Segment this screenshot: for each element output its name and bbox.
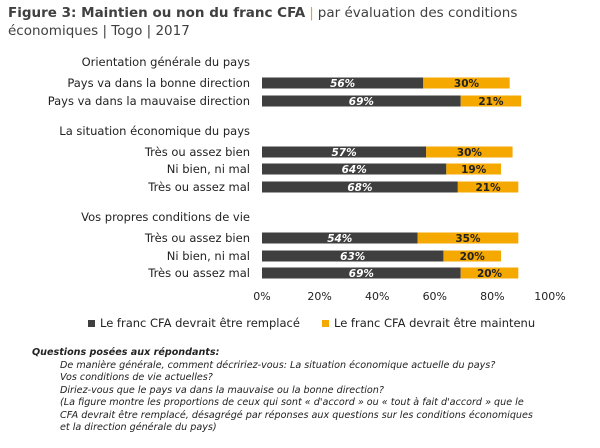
data-label-maintained: 35%: [455, 233, 481, 245]
legend-swatch-replaced: [88, 319, 95, 327]
group-heading: Vos propres conditions de vie: [81, 210, 250, 224]
legend-swatch-maintained: [322, 319, 329, 327]
data-label-maintained: 21%: [476, 182, 502, 194]
notes-line: et la direction générale du pays): [60, 422, 217, 433]
notes-heading: Questions posées aux répondants:: [32, 347, 220, 358]
bar-maintained: [457, 181, 519, 193]
category-label: Ni bien, ni mal: [167, 162, 250, 176]
data-label-replaced: 68%: [347, 182, 372, 194]
legend-label-replaced: Le franc CFA devrait être remplacé: [100, 316, 300, 330]
data-label-replaced: 63%: [340, 251, 365, 263]
x-tick-label: 60%: [423, 290, 447, 303]
notes-line: Diriez-vous que le pays va dans la mauva…: [60, 384, 384, 396]
data-label-maintained: 19%: [461, 164, 487, 176]
data-label-replaced: 54%: [327, 233, 352, 245]
data-label-replaced: 57%: [332, 147, 357, 159]
bar-replaced: [262, 95, 461, 107]
bar-maintained: [423, 77, 510, 89]
x-tick-label: 80%: [480, 290, 504, 303]
x-tick-label: 0%: [253, 290, 270, 303]
category-label: Très ou assez bien: [144, 231, 250, 245]
x-tick-label: 40%: [365, 290, 389, 303]
data-label-replaced: 64%: [342, 164, 367, 176]
category-label: Très ou assez bien: [144, 145, 250, 159]
bar-maintained: [443, 250, 502, 262]
bar-maintained: [460, 267, 519, 279]
notes-line: De manière générale, comment décririez-v…: [60, 359, 496, 371]
data-label-maintained: 20%: [460, 251, 486, 263]
group-heading: Orientation générale du pays: [82, 55, 250, 69]
stacked-bar-chart: Orientation générale du pays Pays va dans…: [48, 55, 566, 303]
data-label-replaced: 69%: [349, 268, 374, 280]
category-label: Pays va dans la bonne direction: [67, 76, 250, 90]
x-tick-label: 20%: [307, 290, 331, 303]
bar-replaced: [262, 163, 447, 175]
bar-replaced: [262, 146, 427, 158]
category-label: Très ou assez mal: [147, 266, 250, 280]
notes-line: (La figure montre les proportions de ceu…: [60, 397, 524, 408]
bar-maintained: [460, 95, 522, 107]
category-label: Très ou assez mal: [147, 180, 250, 194]
category-label: Pays va dans la mauvaise direction: [48, 94, 250, 108]
data-label-replaced: 56%: [330, 78, 355, 90]
figure-title-rest: par évaluation des conditions économique…: [8, 5, 518, 39]
title-separator: |: [309, 5, 314, 21]
category-label: Ni bien, ni mal: [167, 249, 250, 263]
figure-title: Figure 3: Maintien ou non du franc CFA | p…: [8, 4, 592, 40]
bar-replaced: [262, 250, 444, 262]
notes-line: Vos conditions de vie actuelles?: [60, 372, 213, 383]
bar-maintained: [426, 146, 513, 158]
bar-replaced: [262, 232, 418, 244]
data-label-maintained: 30%: [454, 78, 480, 90]
legend-item-maintained: Le franc CFA devrait être maintenu: [322, 316, 535, 330]
bar-maintained: [417, 232, 519, 244]
x-tick-label: 100%: [534, 290, 565, 303]
group-heading: La situation économique du pays: [59, 124, 250, 138]
legend-item-replaced: Le franc CFA devrait être remplacé: [88, 316, 300, 330]
notes-line: CFA devrait être remplacé, désagrégé par…: [60, 409, 533, 421]
notes-block: Questions posées aux répondants: De mani…: [32, 347, 593, 435]
data-label-maintained: 30%: [457, 147, 483, 159]
bar-replaced: [262, 267, 461, 279]
bar-maintained: [446, 163, 502, 175]
data-label-replaced: 69%: [349, 96, 374, 108]
bar-replaced: [262, 77, 424, 89]
legend-label-maintained: Le franc CFA devrait être maintenu: [334, 316, 536, 330]
bar-replaced: [262, 181, 458, 193]
data-label-maintained: 20%: [477, 268, 503, 280]
figure-title-bold: Figure 3: Maintien ou non du franc CFA: [8, 5, 306, 21]
data-label-maintained: 21%: [478, 96, 504, 108]
